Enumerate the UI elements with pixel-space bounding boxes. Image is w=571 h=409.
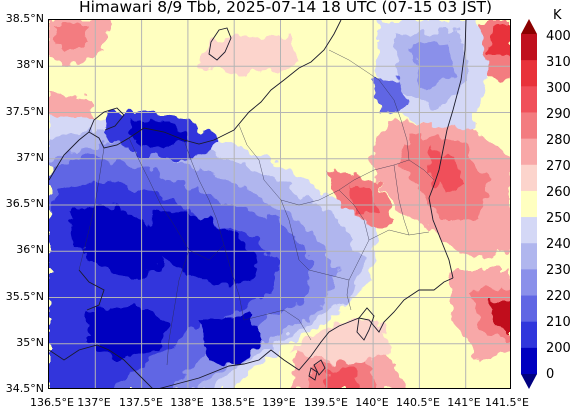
map-field	[49, 20, 510, 388]
colorbar-unit: K	[553, 8, 562, 23]
graticule-grid	[49, 20, 510, 388]
colorbar-segment	[521, 374, 537, 389]
colorbar-tick-label: 230	[546, 263, 571, 278]
colorbar-segment	[521, 86, 537, 113]
colorbar-segment	[521, 321, 537, 349]
colorbar-segment	[521, 138, 537, 166]
colorbar-segment	[521, 19, 537, 34]
prefecture-borders	[78, 49, 435, 366]
lon-label: 141.5°E	[485, 396, 529, 409]
lon-label: 139.5°E	[304, 396, 348, 409]
colorbar-tick-label: 400	[546, 29, 571, 44]
colorbar-tick-label: 290	[546, 107, 571, 122]
lat-label: 35°N	[16, 336, 44, 349]
colorbar-segment	[521, 60, 537, 87]
colorbar-segment	[521, 295, 537, 323]
lon-label: 138.5°E	[211, 396, 255, 409]
lat-label: 34.5°N	[5, 382, 44, 395]
colorbar-tick-label: 300	[546, 81, 571, 96]
colorbar	[521, 19, 537, 389]
colorbar-segment	[521, 34, 537, 61]
colorbar-segment	[521, 269, 537, 296]
lon-label: 140°E	[355, 396, 389, 409]
colorbar-tick-label: 280	[546, 133, 571, 148]
temperature-field	[49, 20, 510, 388]
coastline	[49, 20, 467, 388]
colorbar-tick-label: 0	[546, 367, 555, 382]
lat-label: 35.5°N	[5, 290, 44, 303]
colorbar-tick-label: 270	[546, 159, 571, 174]
lon-label: 140.5°E	[396, 396, 440, 409]
lat-label: 37°N	[16, 151, 44, 164]
colorbar-segment	[521, 217, 537, 244]
lat-label: 38°N	[16, 58, 44, 71]
lon-label: 139°E	[262, 396, 296, 409]
colorbar-tick-label: 200	[546, 341, 571, 356]
colorbar-tick-label: 260	[546, 185, 571, 200]
brightness-temperature-map	[48, 19, 511, 389]
lon-label: 137°E	[77, 396, 111, 409]
colorbar-segment	[521, 112, 537, 140]
lat-label: 36°N	[16, 243, 44, 256]
colorbar-segment	[521, 347, 537, 375]
colorbar-tick-label: 210	[546, 315, 571, 330]
colorbar-segment	[521, 190, 537, 218]
colorbar-tick-label: 250	[546, 211, 571, 226]
colorbar-segment	[521, 243, 537, 270]
colorbar-tick-label: 220	[546, 289, 571, 304]
colorbar-tick-label: 310	[546, 55, 571, 70]
colorbar-tick-label: 240	[546, 237, 571, 252]
lat-label: 36.5°N	[5, 197, 44, 210]
colorbar-segment	[521, 164, 537, 192]
lat-label: 38.5°N	[5, 12, 44, 25]
lon-label: 137.5°E	[119, 396, 163, 409]
lat-label: 37.5°N	[5, 105, 44, 118]
lon-label: 138°E	[170, 396, 204, 409]
map-title: Himawari 8/9 Tbb, 2025-07-14 18 UTC (07-…	[78, 0, 493, 16]
lon-label: 136.5°E	[30, 396, 74, 409]
lon-label: 141°E	[447, 396, 481, 409]
